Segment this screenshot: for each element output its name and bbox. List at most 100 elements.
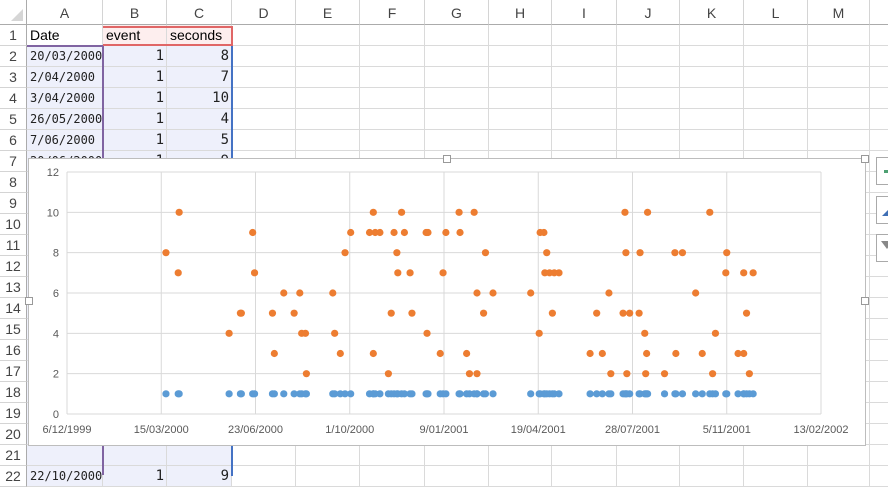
cell[interactable] bbox=[808, 88, 870, 109]
cell[interactable] bbox=[744, 88, 808, 109]
cell[interactable] bbox=[489, 25, 552, 46]
cell[interactable] bbox=[870, 25, 888, 46]
chart-resize-handle-top[interactable] bbox=[443, 155, 451, 163]
cell[interactable] bbox=[296, 130, 360, 151]
event-cell[interactable]: 1 bbox=[155, 111, 164, 127]
cell[interactable] bbox=[680, 109, 744, 130]
column-header[interactable]: G bbox=[425, 0, 489, 25]
cell[interactable] bbox=[489, 67, 552, 88]
row-header[interactable]: 4 bbox=[0, 88, 27, 109]
chart-elements-button[interactable] bbox=[876, 157, 888, 185]
cell[interactable] bbox=[808, 46, 870, 67]
column-header[interactable] bbox=[870, 0, 888, 25]
cell[interactable] bbox=[808, 67, 870, 88]
cell[interactable] bbox=[552, 109, 617, 130]
cell[interactable] bbox=[617, 88, 680, 109]
cell[interactable] bbox=[808, 25, 870, 46]
cell[interactable] bbox=[425, 445, 489, 466]
cell[interactable] bbox=[360, 88, 425, 109]
date-cell[interactable]: 7/06/2000 bbox=[30, 133, 96, 147]
scatter-chart[interactable]: 0 2 4 6 8 10 12 6/12/1999 15/03/2000 23/06/2000 1/… bbox=[28, 158, 866, 446]
cell[interactable] bbox=[425, 466, 489, 487]
cell[interactable] bbox=[552, 67, 617, 88]
cell[interactable] bbox=[296, 25, 360, 46]
seconds-cell[interactable]: 7 bbox=[220, 69, 229, 85]
cell[interactable] bbox=[680, 67, 744, 88]
row-header[interactable]: 16 bbox=[0, 340, 27, 361]
chart-resize-handle-left[interactable] bbox=[25, 297, 33, 305]
cell[interactable] bbox=[870, 340, 888, 361]
cell[interactable] bbox=[552, 130, 617, 151]
cell[interactable] bbox=[103, 445, 167, 466]
cell[interactable] bbox=[744, 25, 808, 46]
row-header[interactable]: 7 bbox=[0, 151, 27, 172]
cell[interactable] bbox=[870, 466, 888, 487]
column-header[interactable]: L bbox=[744, 0, 808, 25]
header-cell-event[interactable]: event bbox=[106, 27, 141, 43]
row-header[interactable]: 3 bbox=[0, 67, 27, 88]
row-header[interactable]: 10 bbox=[0, 214, 27, 235]
cell[interactable] bbox=[744, 109, 808, 130]
cell[interactable] bbox=[167, 445, 232, 466]
cell[interactable] bbox=[425, 109, 489, 130]
cell[interactable] bbox=[296, 109, 360, 130]
cell[interactable] bbox=[425, 25, 489, 46]
cell[interactable] bbox=[296, 46, 360, 67]
cell[interactable] bbox=[552, 46, 617, 67]
cell[interactable] bbox=[360, 466, 425, 487]
cell[interactable] bbox=[425, 88, 489, 109]
cell[interactable] bbox=[489, 445, 552, 466]
column-header[interactable]: J bbox=[617, 0, 680, 25]
cell[interactable] bbox=[232, 67, 296, 88]
cell[interactable] bbox=[870, 445, 888, 466]
cell[interactable] bbox=[617, 466, 680, 487]
cell[interactable] bbox=[103, 46, 167, 67]
cell[interactable] bbox=[870, 256, 888, 277]
cell[interactable] bbox=[296, 466, 360, 487]
cell[interactable] bbox=[425, 67, 489, 88]
cell[interactable] bbox=[870, 130, 888, 151]
cell[interactable] bbox=[425, 130, 489, 151]
cell[interactable] bbox=[680, 46, 744, 67]
row-header[interactable]: 15 bbox=[0, 319, 27, 340]
chart-filters-button[interactable] bbox=[876, 234, 888, 262]
row-header[interactable]: 6 bbox=[0, 130, 27, 151]
cell[interactable] bbox=[870, 46, 888, 67]
column-header[interactable]: F bbox=[360, 0, 425, 25]
event-cell[interactable]: 1 bbox=[155, 69, 164, 85]
cell[interactable] bbox=[232, 109, 296, 130]
cell[interactable] bbox=[870, 424, 888, 445]
cell[interactable] bbox=[232, 445, 296, 466]
cell[interactable] bbox=[552, 466, 617, 487]
cell[interactable] bbox=[489, 46, 552, 67]
seconds-cell[interactable]: 4 bbox=[220, 111, 229, 127]
row-header[interactable]: 19 bbox=[0, 403, 27, 424]
row-header[interactable]: 12 bbox=[0, 256, 27, 277]
cell[interactable] bbox=[27, 445, 103, 466]
event-cell[interactable]: 1 bbox=[155, 48, 164, 64]
cell[interactable] bbox=[870, 319, 888, 340]
cell[interactable] bbox=[232, 46, 296, 67]
seconds-cell[interactable]: 9 bbox=[220, 468, 229, 484]
column-header[interactable]: M bbox=[808, 0, 870, 25]
cell[interactable] bbox=[617, 67, 680, 88]
cell[interactable] bbox=[744, 46, 808, 67]
row-header[interactable]: 11 bbox=[0, 235, 27, 256]
cell[interactable] bbox=[870, 67, 888, 88]
cell[interactable] bbox=[296, 88, 360, 109]
cell[interactable] bbox=[870, 403, 888, 424]
row-header[interactable]: 17 bbox=[0, 361, 27, 382]
cell[interactable] bbox=[617, 25, 680, 46]
date-cell[interactable]: 22/10/2000 bbox=[30, 469, 103, 483]
cell[interactable] bbox=[552, 88, 617, 109]
cell[interactable] bbox=[870, 172, 888, 193]
cell[interactable] bbox=[360, 46, 425, 67]
cell[interactable] bbox=[744, 466, 808, 487]
cell[interactable] bbox=[552, 25, 617, 46]
cell[interactable] bbox=[232, 130, 296, 151]
cell[interactable] bbox=[680, 445, 744, 466]
cell[interactable] bbox=[489, 109, 552, 130]
row-header[interactable]: 18 bbox=[0, 382, 27, 403]
cell[interactable] bbox=[360, 130, 425, 151]
cell[interactable] bbox=[232, 88, 296, 109]
